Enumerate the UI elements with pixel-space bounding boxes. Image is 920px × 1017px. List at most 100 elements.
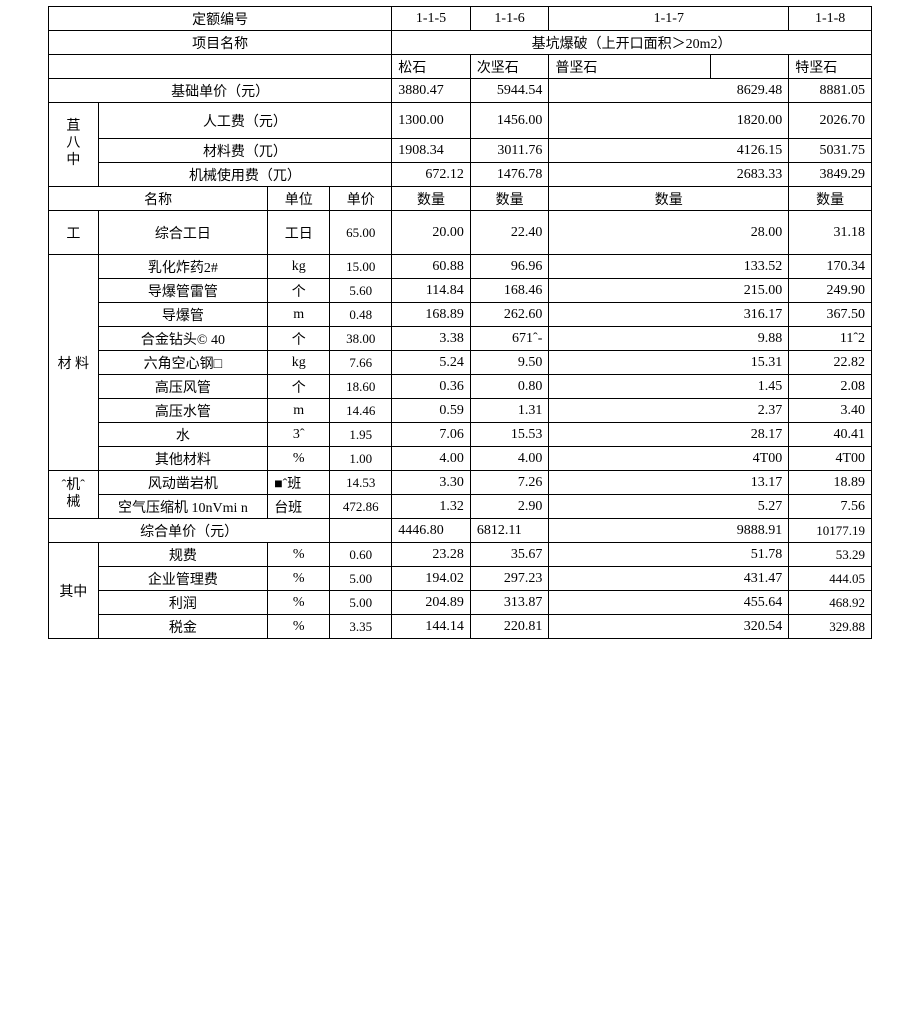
material-cost-4: 5031.75 [789, 139, 872, 163]
within-price-2: 5.00 [330, 591, 392, 615]
material-q4-2: 367.50 [789, 303, 872, 327]
within-q3-3: 320.54 [549, 615, 789, 639]
components-group-label: 苴八中 [49, 103, 99, 187]
material-q1-7: 7.06 [392, 423, 471, 447]
labor-qty-4: 31.18 [789, 211, 872, 255]
material-q1-6: 0.59 [392, 399, 471, 423]
material-name-4: 六角空心钢□ [98, 351, 268, 375]
within-q2-0: 35.67 [470, 543, 549, 567]
material-q4-5: 2.08 [789, 375, 872, 399]
material-unit-5: 个 [268, 375, 330, 399]
quota-no-3: 1-1-7 [549, 7, 789, 31]
quota-no-4: 1-1-8 [789, 7, 872, 31]
material-unit-1: 个 [268, 279, 330, 303]
material-unit-4: kg [268, 351, 330, 375]
labor-qty-2: 22.40 [470, 211, 549, 255]
material-price-7: 1.95 [330, 423, 392, 447]
material-q3-7: 28.17 [549, 423, 789, 447]
material-price-2: 0.48 [330, 303, 392, 327]
machine-unit-1: 台班 [268, 495, 330, 519]
within-unit-0: % [268, 543, 330, 567]
machine-name-1: 空气压缩机 10nVmi n [98, 495, 268, 519]
material-name-3: 合金钻头© 40 [98, 327, 268, 351]
material-q3-5: 1.45 [549, 375, 789, 399]
labor-cost-3: 1820.00 [549, 103, 789, 139]
material-q1-5: 0.36 [392, 375, 471, 399]
material-cost-1: 1908.34 [392, 139, 471, 163]
within-unit-1: % [268, 567, 330, 591]
labor-cost-2: 1456.00 [470, 103, 549, 139]
material-price-4: 7.66 [330, 351, 392, 375]
col-unit: 单位 [268, 187, 330, 211]
machine-q2-0: 7.26 [470, 471, 549, 495]
material-q4-8: 4T00 [789, 447, 872, 471]
materials-group-label: 材 料 [49, 255, 99, 471]
project-name-label: 项目名称 [49, 31, 392, 55]
within-name-3: 税金 [98, 615, 268, 639]
machine-name-0: 风动凿岩机 [98, 471, 268, 495]
material-q1-8: 4.00 [392, 447, 471, 471]
machine-q3-1: 5.27 [549, 495, 789, 519]
machine-q2-1: 2.90 [470, 495, 549, 519]
within-q2-1: 297.23 [470, 567, 549, 591]
material-q2-2: 262.60 [470, 303, 549, 327]
col-qty-2: 数量 [470, 187, 549, 211]
material-q3-4: 15.31 [549, 351, 789, 375]
material-price-1: 5.60 [330, 279, 392, 303]
within-name-1: 企业管理费 [98, 567, 268, 591]
material-q2-5: 0.80 [470, 375, 549, 399]
within-q3-2: 455.64 [549, 591, 789, 615]
within-q2-2: 313.87 [470, 591, 549, 615]
machine-price-1: 472.86 [330, 495, 392, 519]
quota-table: 定额编号1-1-51-1-61-1-71-1-8项目名称基坑爆破（上开口面积＞2… [48, 6, 872, 639]
labor-qty-1: 20.00 [392, 211, 471, 255]
labor-name: 综合工日 [98, 211, 268, 255]
col-qty-4: 数量 [789, 187, 872, 211]
material-name-8: 其他材料 [98, 447, 268, 471]
material-q1-0: 60.88 [392, 255, 471, 279]
machine-cost-3: 2683.33 [549, 163, 789, 187]
machine-price-0: 14.53 [330, 471, 392, 495]
material-price-5: 18.60 [330, 375, 392, 399]
material-cost-label: 材料费（兀） [98, 139, 392, 163]
within-price-3: 3.35 [330, 615, 392, 639]
material-unit-0: kg [268, 255, 330, 279]
machine-q1-1: 1.32 [392, 495, 471, 519]
total-4: 10177.19 [789, 519, 872, 543]
machine-q4-1: 7.56 [789, 495, 872, 519]
quota-no-1: 1-1-5 [392, 7, 471, 31]
stone-type-3: 普坚石 [549, 55, 710, 79]
material-q3-2: 316.17 [549, 303, 789, 327]
labor-cost-4: 2026.70 [789, 103, 872, 139]
material-price-0: 15.00 [330, 255, 392, 279]
material-q4-6: 3.40 [789, 399, 872, 423]
within-q4-0: 53.29 [789, 543, 872, 567]
material-price-6: 14.46 [330, 399, 392, 423]
material-q2-0: 96.96 [470, 255, 549, 279]
machine-cost-4: 3849.29 [789, 163, 872, 187]
within-q2-3: 220.81 [470, 615, 549, 639]
material-q2-7: 15.53 [470, 423, 549, 447]
total-1: 4446.80 [392, 519, 471, 543]
machine-q3-0: 13.17 [549, 471, 789, 495]
material-q1-2: 168.89 [392, 303, 471, 327]
within-q4-2: 468.92 [789, 591, 872, 615]
material-q1-4: 5.24 [392, 351, 471, 375]
material-unit-6: m [268, 399, 330, 423]
stone-type-1: 松石 [392, 55, 471, 79]
base-price-1: 3880.47 [392, 79, 471, 103]
material-name-0: 乳化炸药2# [98, 255, 268, 279]
labor-price: 65.00 [330, 211, 392, 255]
within-q4-1: 444.05 [789, 567, 872, 591]
labor-unit: 工日 [268, 211, 330, 255]
material-q3-1: 215.00 [549, 279, 789, 303]
material-q2-4: 9.50 [470, 351, 549, 375]
quota-no-2: 1-1-6 [470, 7, 549, 31]
within-name-0: 规费 [98, 543, 268, 567]
within-q1-0: 23.28 [392, 543, 471, 567]
material-q1-1: 114.84 [392, 279, 471, 303]
within-q4-3: 329.88 [789, 615, 872, 639]
machine-q4-0: 18.89 [789, 471, 872, 495]
col-qty-3: 数量 [549, 187, 789, 211]
material-q4-7: 40.41 [789, 423, 872, 447]
